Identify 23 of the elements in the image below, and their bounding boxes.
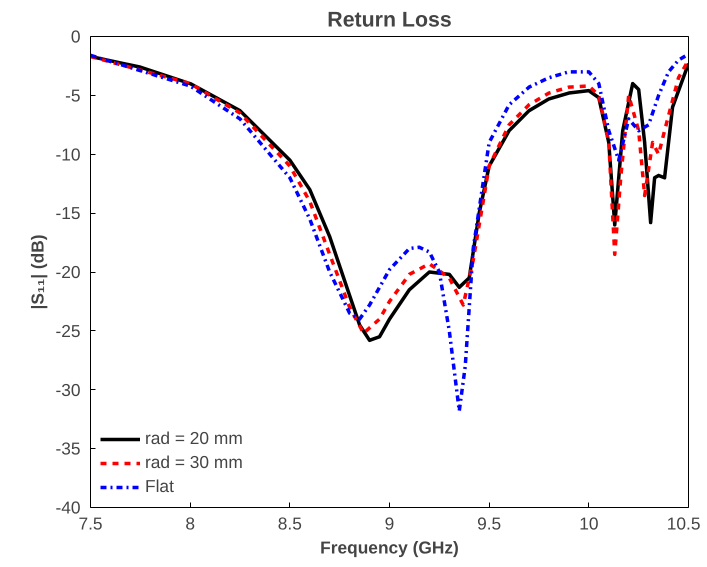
x-tick-label: 8 bbox=[185, 514, 195, 534]
y-tick-label: -30 bbox=[55, 380, 80, 400]
y-tick-label: -5 bbox=[65, 85, 81, 106]
x-tick-label: 10 bbox=[579, 514, 598, 534]
legend-label: Flat bbox=[145, 476, 174, 497]
x-axis-title: Frequency (GHz) bbox=[320, 538, 459, 558]
line-series bbox=[90, 52, 688, 413]
chart-title: Return Loss bbox=[327, 8, 452, 32]
x-tick-label: 10.5 bbox=[666, 514, 701, 534]
x-tick-label: 9 bbox=[384, 514, 394, 534]
x-tick-label: 9.5 bbox=[477, 514, 502, 534]
x-tick-label: 7.5 bbox=[78, 514, 103, 534]
y-tick-label: -20 bbox=[55, 262, 80, 282]
y-tick-label: 0 bbox=[70, 26, 81, 46]
legend-label: rad = 20 mm bbox=[145, 428, 243, 449]
y-tick-label: -35 bbox=[55, 438, 80, 459]
x-tick-label: 8.5 bbox=[278, 514, 302, 534]
y-axis-title: |S₁₁| (dB) bbox=[27, 234, 48, 310]
y-tick-label: -25 bbox=[55, 320, 80, 341]
y-tick-label: -10 bbox=[55, 144, 80, 164]
y-tick-label: -15 bbox=[55, 203, 80, 224]
legend-label: rad = 30 mm bbox=[145, 452, 243, 473]
y-tick-label: -40 bbox=[55, 498, 80, 518]
